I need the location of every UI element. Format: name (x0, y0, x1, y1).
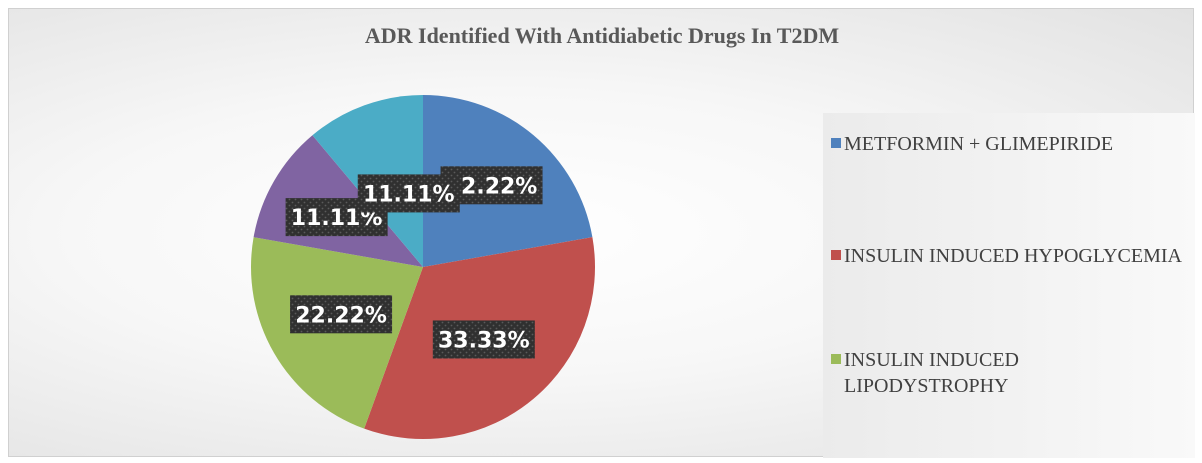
data-label-text: 33.33% (438, 328, 530, 353)
legend-item-2: INSULIN INDUCED HYPOGLYCEMIA (831, 243, 1184, 269)
legend-item-1: METFORMIN + GLIMEPIRIDE (831, 131, 1184, 157)
legend-swatch (831, 250, 841, 260)
chart-title: ADR Identified With Antidiabetic Drugs I… (364, 23, 840, 48)
data-label-3: 22.22% (290, 295, 393, 334)
data-label-text: 11.11% (363, 182, 455, 207)
legend-label: INSULIN INDUCED LIPODYSTROPHY (844, 349, 1019, 397)
legend-swatch (831, 354, 841, 364)
data-label-text: 22.22% (446, 174, 538, 199)
chart-area: ADR Identified With Antidiabetic Drugs I… (8, 8, 1195, 458)
legend-swatch (831, 138, 841, 148)
data-label-5: 11.11% (357, 174, 460, 213)
legend: METFORMIN + GLIMEPIRIDE INSULIN INDUCED H… (823, 113, 1195, 458)
data-label-2: 33.33% (432, 320, 535, 359)
legend-item-3: INSULIN INDUCED LIPODYSTROPHY (831, 347, 1184, 399)
data-label-text: 22.22% (295, 303, 387, 328)
legend-label: INSULIN INDUCED HYPOGLYCEMIA (844, 245, 1182, 267)
legend-label: METFORMIN + GLIMEPIRIDE (844, 133, 1114, 155)
pie-chart: 22.22%33.33%22.22%11.11%11.11% (250, 95, 596, 440)
